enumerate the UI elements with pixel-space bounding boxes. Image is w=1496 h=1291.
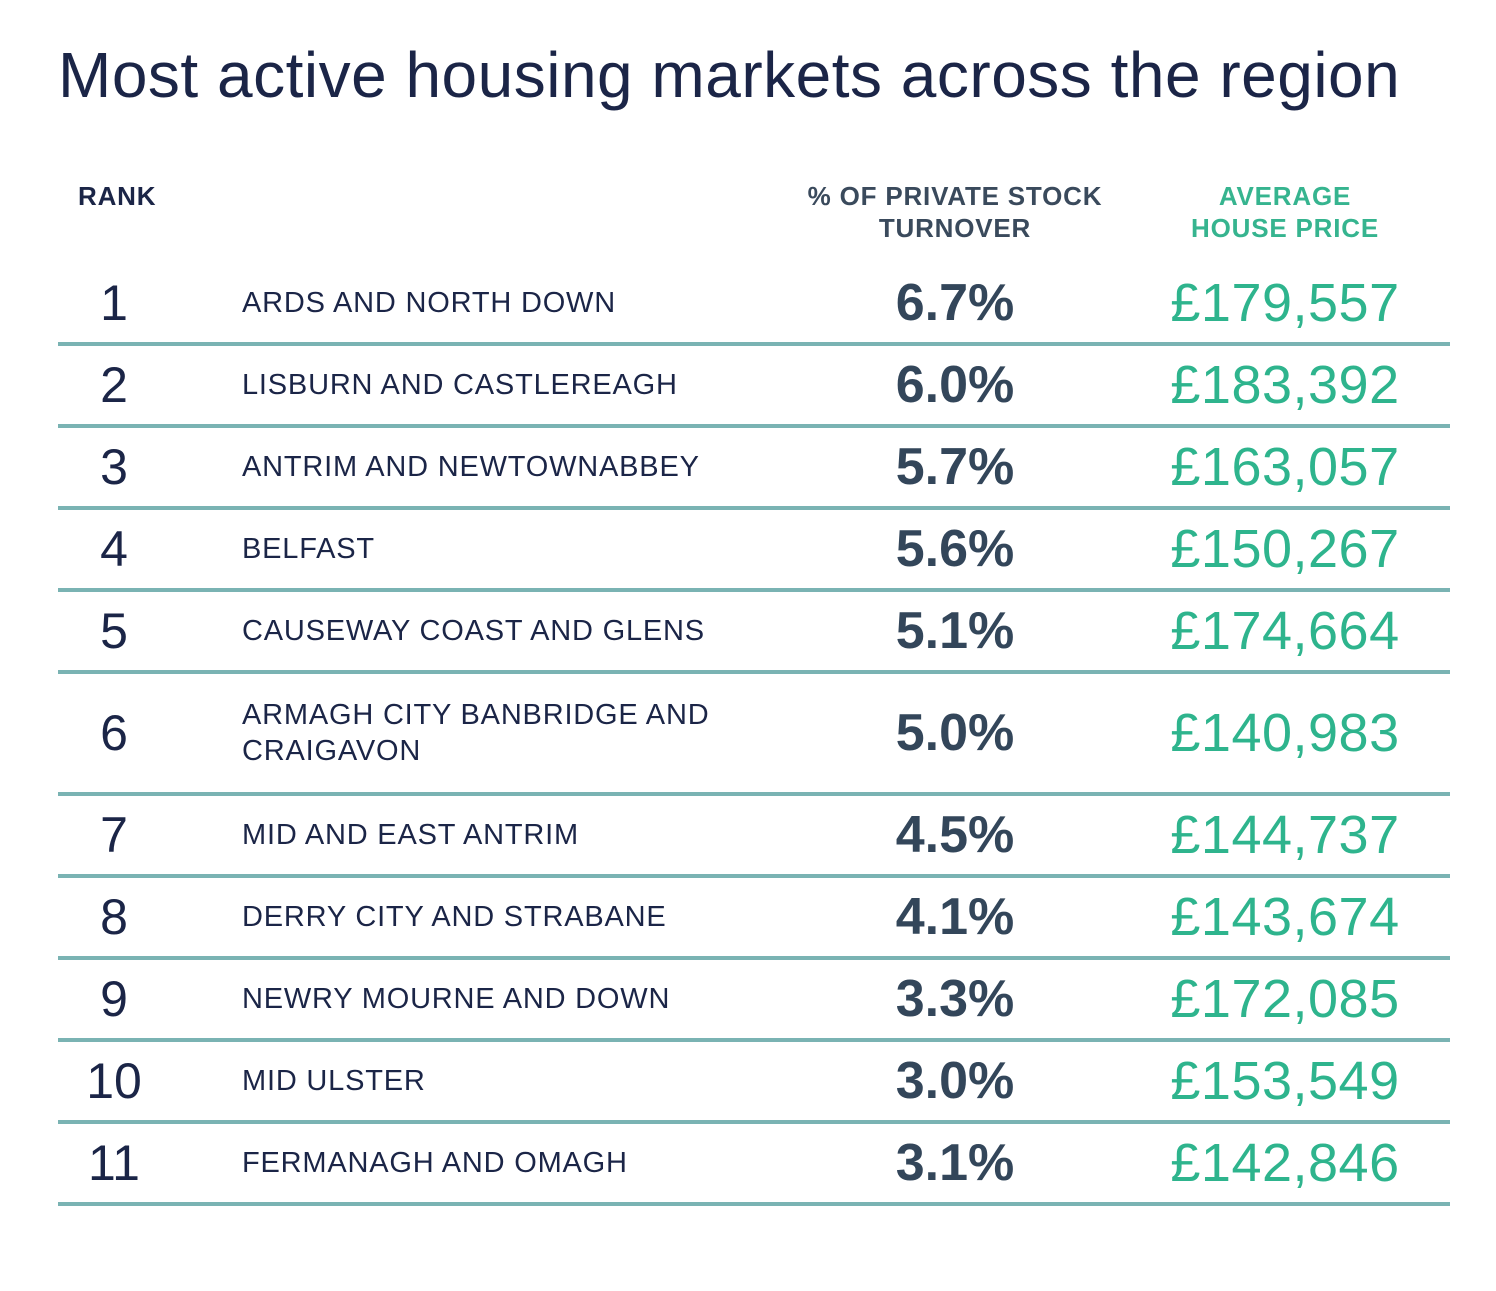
house-price-value: £144,737	[1170, 805, 1400, 865]
area-name: NEWRY MOURNE AND DOWN	[242, 983, 671, 1015]
house-price-value: £143,674	[1170, 887, 1400, 947]
turnover-value: 5.7%	[895, 438, 1015, 496]
rank-number: 3	[100, 439, 128, 495]
area-name: MID ULSTER	[242, 1065, 426, 1097]
turnover-value: 3.1%	[895, 1134, 1015, 1192]
table-row: 11 FERMANAGH AND OMAGH 3.1% £142,846	[58, 1124, 1450, 1206]
header-turnover-line2: TURNOVER	[878, 213, 1032, 243]
area-name: LISBURN AND CASTLEREAGH	[242, 369, 678, 401]
area-name: ARMAGH CITY BANBRIDGE AND CRAIGAVON	[242, 699, 710, 767]
house-price-value: £163,057	[1170, 437, 1400, 497]
rank-number: 2	[100, 357, 128, 413]
area-name: ANTRIM AND NEWTOWNABBEY	[242, 451, 700, 483]
rank-number: 8	[100, 889, 128, 945]
header-price-line2: HOUSE PRICE	[1191, 213, 1379, 243]
house-price-value: £174,664	[1170, 601, 1400, 661]
turnover-value: 6.0%	[895, 356, 1015, 414]
turnover-value: 4.5%	[895, 806, 1015, 864]
table-row: 2 LISBURN AND CASTLEREAGH 6.0% £183,392	[58, 346, 1450, 428]
house-price-value: £150,267	[1170, 519, 1400, 579]
header-rank: RANK	[78, 180, 156, 212]
area-name: CAUSEWAY COAST AND GLENS	[242, 615, 705, 647]
table-row: 3 ANTRIM AND NEWTOWNABBEY 5.7% £163,057	[58, 428, 1450, 510]
rank-number: 7	[100, 807, 128, 863]
turnover-value: 4.1%	[895, 888, 1015, 946]
header-price: AVERAGE HOUSE PRICE	[1130, 180, 1440, 244]
table-row: 9 NEWRY MOURNE AND DOWN 3.3% £172,085	[58, 960, 1450, 1042]
header-turnover-line1: % OF PRIVATE STOCK	[807, 181, 1103, 211]
house-price-value: £179,557	[1170, 273, 1400, 333]
house-price-value: £153,549	[1170, 1051, 1400, 1111]
ranking-table: 1 ARDS AND NORTH DOWN 6.7% £179,557 2 LISBURN…	[58, 264, 1450, 1206]
table-row: 7 MID AND EAST ANTRIM 4.5% £144,737	[58, 796, 1450, 878]
area-name: MID AND EAST ANTRIM	[242, 819, 579, 851]
house-price-value: £183,392	[1170, 355, 1400, 415]
turnover-value: 5.1%	[895, 602, 1015, 660]
rank-number: 10	[86, 1053, 142, 1109]
header-rank-label: RANK	[78, 181, 157, 211]
rank-number: 4	[100, 521, 128, 577]
rank-number: 1	[100, 275, 128, 331]
table-row: 10 MID ULSTER 3.0% £153,549	[58, 1042, 1450, 1124]
header-price-line1: AVERAGE	[1218, 181, 1352, 211]
rank-number: 5	[100, 603, 128, 659]
turnover-value: 3.0%	[895, 1052, 1015, 1110]
turnover-value: 3.3%	[895, 970, 1015, 1028]
area-name: FERMANAGH AND OMAGH	[242, 1147, 628, 1179]
area-name: ARDS AND NORTH DOWN	[242, 287, 616, 319]
rank-number: 9	[100, 971, 128, 1027]
table-row: 5 CAUSEWAY COAST AND GLENS 5.1% £174,664	[58, 592, 1450, 674]
turnover-value: 6.7%	[895, 274, 1015, 332]
header-turnover: % OF PRIVATE STOCK TURNOVER	[790, 180, 1120, 244]
area-name: DERRY CITY AND STRABANE	[242, 901, 667, 933]
turnover-value: 5.0%	[895, 704, 1015, 762]
turnover-value: 5.6%	[895, 520, 1015, 578]
area-name: BELFAST	[242, 533, 375, 565]
house-price-value: £172,085	[1170, 969, 1400, 1029]
rank-number: 6	[100, 705, 128, 761]
table-row: 8 DERRY CITY AND STRABANE 4.1% £143,674	[58, 878, 1450, 960]
table-row: 4 BELFAST 5.6% £150,267	[58, 510, 1450, 592]
rank-number: 11	[88, 1135, 140, 1191]
house-price-value: £140,983	[1170, 703, 1400, 763]
table-row: 6 ARMAGH CITY BANBRIDGE AND CRAIGAVON 5.0%…	[58, 674, 1450, 796]
table-row: 1 ARDS AND NORTH DOWN 6.7% £179,557	[58, 264, 1450, 346]
house-price-value: £142,846	[1170, 1133, 1400, 1193]
page-title: Most active housing markets across the r…	[58, 39, 1401, 111]
